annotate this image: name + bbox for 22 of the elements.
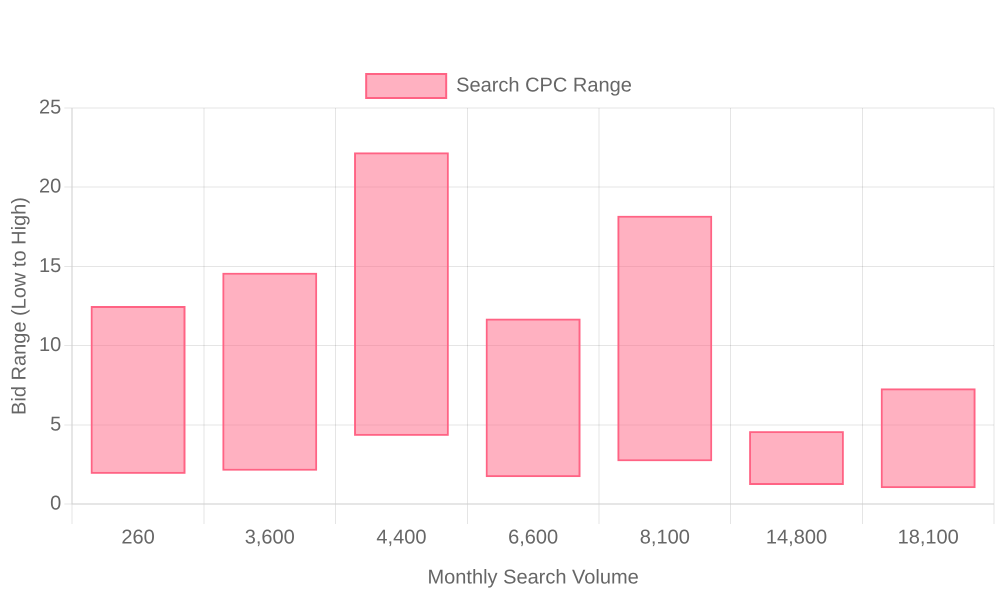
bar (90, 306, 186, 474)
x-tick-label: 6,600 (508, 526, 558, 549)
y-tick-label: 15 (38, 254, 62, 277)
y-tick-label: 20 (38, 176, 62, 198)
y-tick-label: 5 (50, 413, 62, 436)
bar (749, 431, 844, 485)
bar (222, 272, 318, 471)
legend-label: Search CPC Range (456, 74, 632, 97)
bar (880, 388, 976, 488)
x-tick-label: 14,800 (766, 526, 828, 549)
x-axis-title: Monthly Search Volume (428, 566, 639, 589)
x-tick-label: 3,600 (244, 526, 295, 549)
y-tick-label: 25 (38, 96, 62, 119)
x-tick-label: 260 (121, 526, 155, 549)
x-tick-label: 18,100 (898, 526, 959, 549)
y-tick-label: 0 (50, 492, 62, 515)
bar (617, 216, 712, 462)
bar (486, 318, 581, 478)
y-tick-label: 10 (38, 334, 62, 356)
y-axis-title: Bid Range (Low to High) (8, 197, 31, 415)
x-tick-label: 4,400 (376, 526, 426, 549)
x-tick-label: 8,100 (640, 526, 690, 549)
